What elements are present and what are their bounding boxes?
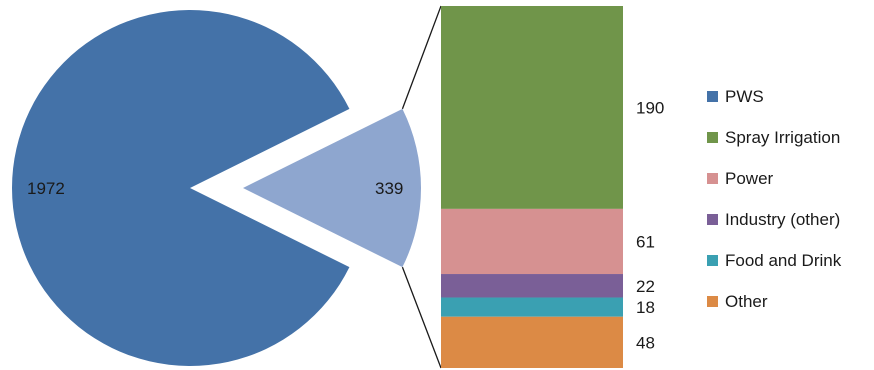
bar-value-label: 190 <box>636 98 664 117</box>
stacked-bar <box>441 6 623 368</box>
bar-value-label: 22 <box>636 277 655 296</box>
connector-line-top <box>401 5 442 110</box>
legend-item-spray-irrigation: Spray Irrigation <box>707 117 841 158</box>
bar-segment <box>441 208 623 275</box>
legend-label: Industry (other) <box>725 209 841 229</box>
legend-label: Food and Drink <box>725 250 842 270</box>
pie-slice-main <box>12 10 350 366</box>
legend-swatch <box>707 214 718 225</box>
legend-swatch <box>707 255 718 266</box>
legend-item-pws: PWS <box>707 76 841 117</box>
bar-value-label: 48 <box>636 333 655 352</box>
connector-lines <box>401 5 442 369</box>
legend-item-food-and-drink: Food and Drink <box>707 240 841 281</box>
legend: PWS Spray Irrigation Power Industry (oth… <box>707 76 841 322</box>
pie-slice-exploded <box>243 108 422 268</box>
bar-segment <box>441 297 623 317</box>
legend-label: Other <box>725 291 768 311</box>
bar-value-label: 18 <box>636 298 655 317</box>
legend-item-industry-other: Industry (other) <box>707 199 841 240</box>
legend-label: Spray Irrigation <box>725 127 841 147</box>
legend-item-power: Power <box>707 158 841 199</box>
legend-item-other: Other <box>707 281 841 322</box>
legend-swatch <box>707 132 718 143</box>
legend-swatch <box>707 91 718 102</box>
bar-value-label: 61 <box>636 232 655 251</box>
bar-segment <box>441 274 623 298</box>
value-labels: 190 61 22 18 48 1972 339 <box>27 98 664 352</box>
legend-label: Power <box>725 168 774 188</box>
legend-swatch <box>707 296 718 307</box>
legend-swatch <box>707 173 718 184</box>
pie <box>12 10 422 366</box>
connector-line-bottom <box>401 266 442 369</box>
pie-value-label-main: 1972 <box>27 179 65 198</box>
bar-segment <box>441 316 623 368</box>
bar-segment <box>441 6 623 209</box>
pie-value-label-exploded: 339 <box>375 179 403 198</box>
legend-label: PWS <box>725 86 764 106</box>
